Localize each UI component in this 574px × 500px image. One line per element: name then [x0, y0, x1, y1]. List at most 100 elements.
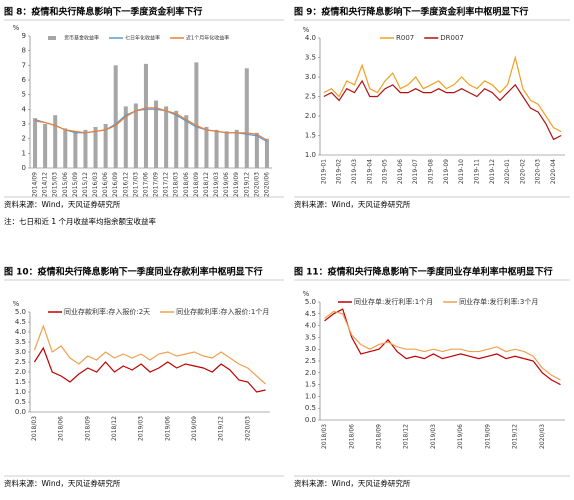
y-tick-label: 5 [22, 91, 26, 99]
x-tick-label: 2019-09 [443, 159, 450, 184]
y-unit: % [303, 290, 310, 298]
y-tick-label: 3.0 [15, 348, 26, 356]
x-tick-label: 2014/09 [32, 172, 39, 197]
note: 注：七日和近 1 个月收益率均指余额宝收益率 [4, 216, 157, 226]
y-tick-label: 4.0 [305, 322, 316, 330]
line [33, 324, 266, 385]
bar [33, 118, 38, 168]
bar [174, 110, 179, 168]
y-tick-label: 5.0 [305, 298, 316, 306]
y-tick-label: 1 [22, 149, 26, 157]
y-tick-label: 4.0 [305, 34, 316, 42]
x-tick-label: 2019-02 [336, 159, 343, 184]
x-tick-label: 2017/12 [163, 172, 170, 197]
source: 资料来源：Wind，天风证券研究所 [294, 478, 411, 488]
y-tick-label: 1.5 [305, 381, 316, 389]
chart-title: 图 10：疫情和央行降息影响下一季度同业存款利率中枢明显下行 [4, 266, 263, 278]
x-tick-label: 2019/03 [213, 172, 220, 197]
chart-title: 图 9：疫情和央行降息影响下一季度资金利率中枢明显下行 [294, 6, 528, 18]
bar [143, 63, 148, 168]
y-tick-label: 2 [22, 135, 26, 143]
legend-label: 同业存款利率:存入报价:1个月 [176, 307, 269, 316]
x-tick-label: 2017/06 [142, 172, 149, 197]
y-tick-label: 8 [22, 47, 26, 55]
line [323, 55, 562, 133]
y-tick-label: 2.5 [305, 93, 316, 101]
bar [194, 62, 199, 168]
bar [113, 65, 118, 168]
bar [103, 124, 108, 168]
x-tick-label: 2016/06 [102, 172, 109, 197]
bar [234, 129, 239, 168]
legend-label: R007 [396, 34, 414, 42]
y-tick-label: 2.0 [305, 112, 316, 120]
source: 资料来源：Wind，天风证券研究所 [4, 199, 121, 209]
bar [53, 115, 58, 168]
x-tick-label: 2018/12 [111, 416, 118, 441]
x-tick-label: 2019/06 [223, 172, 230, 197]
legend-label: DR007 [440, 34, 464, 42]
line [323, 79, 562, 141]
x-tick-label: 2018/03 [321, 424, 328, 449]
x-tick-label: 2015/09 [72, 172, 79, 197]
x-tick-label: 2020/06 [263, 172, 270, 197]
y-tick-label: 0 [22, 164, 26, 172]
y-tick-label: 3 [22, 120, 26, 128]
x-tick-label: 2020-04 [550, 159, 557, 184]
y-tick-label: 0.5 [15, 398, 26, 406]
x-tick-label: 2019-04 [366, 159, 373, 184]
bar [254, 132, 259, 168]
x-tick-label: 2018/03 [31, 416, 38, 441]
x-tick-label: 2020-03 [535, 159, 542, 184]
x-tick-label: 2019/03 [138, 416, 145, 441]
x-tick-label: 2018/09 [193, 172, 200, 197]
y-tick-label: 1.0 [15, 388, 26, 396]
x-tick-label: 2019/12 [243, 172, 250, 197]
source: 资料来源：Wind，天风证券研究所 [294, 199, 411, 209]
y-unit: % [303, 26, 310, 34]
y-tick-label: 1.5 [15, 378, 26, 386]
x-tick-label: 2019/12 [218, 416, 225, 441]
x-tick-label: 2019/06 [457, 424, 464, 449]
x-tick-label: 2015/03 [52, 172, 59, 197]
y-tick-label: 1.0 [305, 392, 316, 400]
bar [63, 128, 68, 168]
y-tick-label: 2.0 [305, 369, 316, 377]
x-tick-label: 2018/09 [84, 416, 91, 441]
x-tick-label: 2015/06 [62, 172, 69, 197]
bar [204, 126, 209, 168]
line [34, 107, 268, 141]
bar [73, 131, 78, 168]
y-tick-label: 9 [22, 32, 26, 40]
legend-label: 同业存单:发行利率:1个月 [354, 297, 433, 306]
line [324, 308, 561, 386]
x-tick-label: 2020-02 [519, 159, 526, 184]
x-tick-label: 2018/06 [183, 172, 190, 197]
y-tick-label: 3.5 [15, 338, 26, 346]
bar [154, 100, 159, 168]
chart-title: 图 8：疫情和央行降息影响下一季度资金利率下行 [4, 6, 202, 18]
x-tick-label: 2020/03 [253, 172, 260, 197]
x-tick-label: 2019-10 [458, 159, 465, 184]
bar [214, 129, 219, 168]
y-tick-label: 2.5 [15, 358, 26, 366]
y-tick-label: 2.5 [305, 357, 316, 365]
bar [93, 126, 98, 168]
x-tick-label: 2018/06 [348, 424, 355, 449]
x-tick-label: 2014/12 [42, 172, 49, 197]
legend-label: 七日年化收益率 [125, 35, 160, 42]
x-tick-label: 2017/09 [153, 172, 160, 197]
legend-label: 近1个月年化收益率 [186, 35, 229, 42]
y-tick-label: 1.0 [305, 151, 316, 159]
bar [123, 106, 128, 168]
line [33, 346, 266, 393]
x-tick-label: 2019/09 [233, 172, 240, 197]
bar [264, 138, 269, 168]
line [324, 310, 561, 381]
x-tick-label: 2018/12 [203, 172, 210, 197]
x-tick-label: 2017/03 [132, 172, 139, 197]
x-tick-label: 2020/03 [244, 416, 251, 441]
y-tick-label: 4 [22, 105, 27, 113]
x-tick-label: 2020/03 [539, 424, 546, 449]
legend-swatch [48, 36, 56, 40]
